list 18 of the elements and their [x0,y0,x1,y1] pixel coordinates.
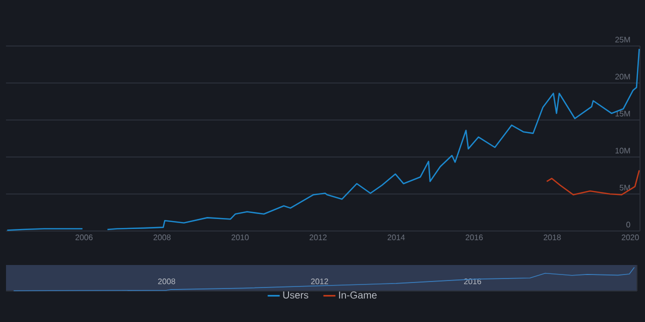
x-tick-label: 2006 [76,234,93,240]
y-tick-label: 15M [616,110,630,116]
x-tick-label: 2010 [232,234,249,240]
x-tick-label: 2016 [466,234,483,240]
x-tick-label: 2020 [622,234,639,240]
y-tick-label: 0 [626,222,630,228]
x-tick-label: 2012 [310,234,327,240]
x-tick-label: 2018 [544,234,561,240]
y-tick-label: 25M [615,36,630,42]
x-tick-label: 2008 [154,234,171,240]
x-tick-label: 2008 [158,278,176,284]
x-tick-label: 2012 [311,278,328,284]
y-tick-label: 10M [616,148,630,154]
x-tick-label: 2014 [388,234,405,240]
y-tick-label: 20M [615,74,630,80]
legend-label: Users [283,292,308,299]
y-tick-label: 5M [620,184,630,190]
legend-label: In-Game [339,292,377,299]
